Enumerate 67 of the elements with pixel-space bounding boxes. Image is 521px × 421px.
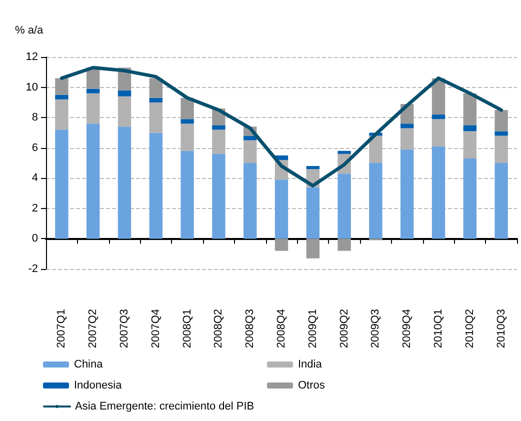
y-axis-title: % a/a bbox=[15, 24, 44, 36]
bar bbox=[274, 180, 288, 239]
bar bbox=[149, 98, 162, 102]
y-tick-label: 12 bbox=[26, 51, 38, 63]
x-tick-label: 2008Q3 bbox=[244, 309, 256, 348]
bar bbox=[149, 132, 162, 239]
y-tick-label: 2 bbox=[32, 202, 38, 214]
y-tick-label: 8 bbox=[32, 112, 38, 124]
bar bbox=[118, 126, 132, 239]
bar bbox=[306, 238, 320, 258]
x-tick-label: 2009Q3 bbox=[370, 309, 382, 348]
legend-label: Otros bbox=[298, 380, 326, 392]
bar bbox=[494, 131, 508, 136]
x-tick-label: 2007Q4 bbox=[150, 309, 162, 348]
bar bbox=[180, 119, 194, 124]
legend-label: China bbox=[74, 358, 104, 370]
bar bbox=[494, 163, 508, 239]
bar bbox=[432, 114, 446, 120]
bar bbox=[400, 124, 414, 128]
bar bbox=[212, 125, 226, 130]
y-tick-label: 0 bbox=[32, 232, 38, 245]
bar bbox=[463, 125, 476, 132]
bar bbox=[180, 98, 194, 120]
bar bbox=[55, 94, 68, 100]
y-tick-label: 10 bbox=[26, 81, 38, 94]
bar bbox=[149, 78, 162, 98]
y-tick-label: -2 bbox=[28, 263, 38, 275]
bar bbox=[494, 110, 508, 132]
x-tick-label: 2007Q3 bbox=[118, 309, 130, 348]
bar bbox=[55, 130, 68, 239]
bar bbox=[244, 163, 257, 239]
bar bbox=[463, 158, 476, 239]
x-tick-label: 2008Q4 bbox=[276, 309, 288, 348]
bar bbox=[369, 163, 382, 239]
bar bbox=[432, 119, 446, 146]
bar bbox=[338, 150, 351, 154]
x-tick-label: 2008Q2 bbox=[212, 309, 225, 348]
x-tick-label: 2010Q1 bbox=[432, 309, 444, 348]
x-tick-label: 2010Q3 bbox=[495, 309, 508, 348]
bar bbox=[432, 146, 446, 239]
x-tick-label: 2007Q2 bbox=[87, 309, 100, 348]
bar bbox=[86, 88, 100, 94]
bar bbox=[274, 238, 288, 251]
x-tick-label: 2010Q2 bbox=[464, 309, 476, 348]
bar bbox=[463, 93, 476, 126]
bar bbox=[55, 78, 68, 95]
legend-label: Asia Emergente: crecimiento del PIB bbox=[75, 400, 254, 412]
line-series bbox=[60, 66, 504, 188]
bar bbox=[338, 174, 351, 239]
x-tick-label: 2007Q1 bbox=[56, 309, 68, 348]
y-tick-label: 4 bbox=[32, 172, 38, 184]
bar bbox=[400, 149, 414, 239]
legend-label: India bbox=[298, 358, 323, 370]
bar bbox=[180, 150, 194, 239]
bar bbox=[338, 238, 351, 251]
bar bbox=[118, 90, 132, 96]
bar bbox=[306, 187, 320, 239]
x-tick-label: 2008Q1 bbox=[181, 309, 194, 348]
bar bbox=[212, 154, 226, 239]
x-tick-label: 2009Q4 bbox=[401, 309, 414, 348]
x-tick-label: 2009Q1 bbox=[306, 309, 319, 348]
y-tick-label: 6 bbox=[32, 142, 38, 154]
bar bbox=[306, 166, 320, 170]
bar bbox=[86, 124, 100, 239]
x-tick-label: 2009Q2 bbox=[338, 309, 350, 348]
legend-label: Indonesia bbox=[74, 380, 123, 392]
bar bbox=[244, 136, 257, 140]
